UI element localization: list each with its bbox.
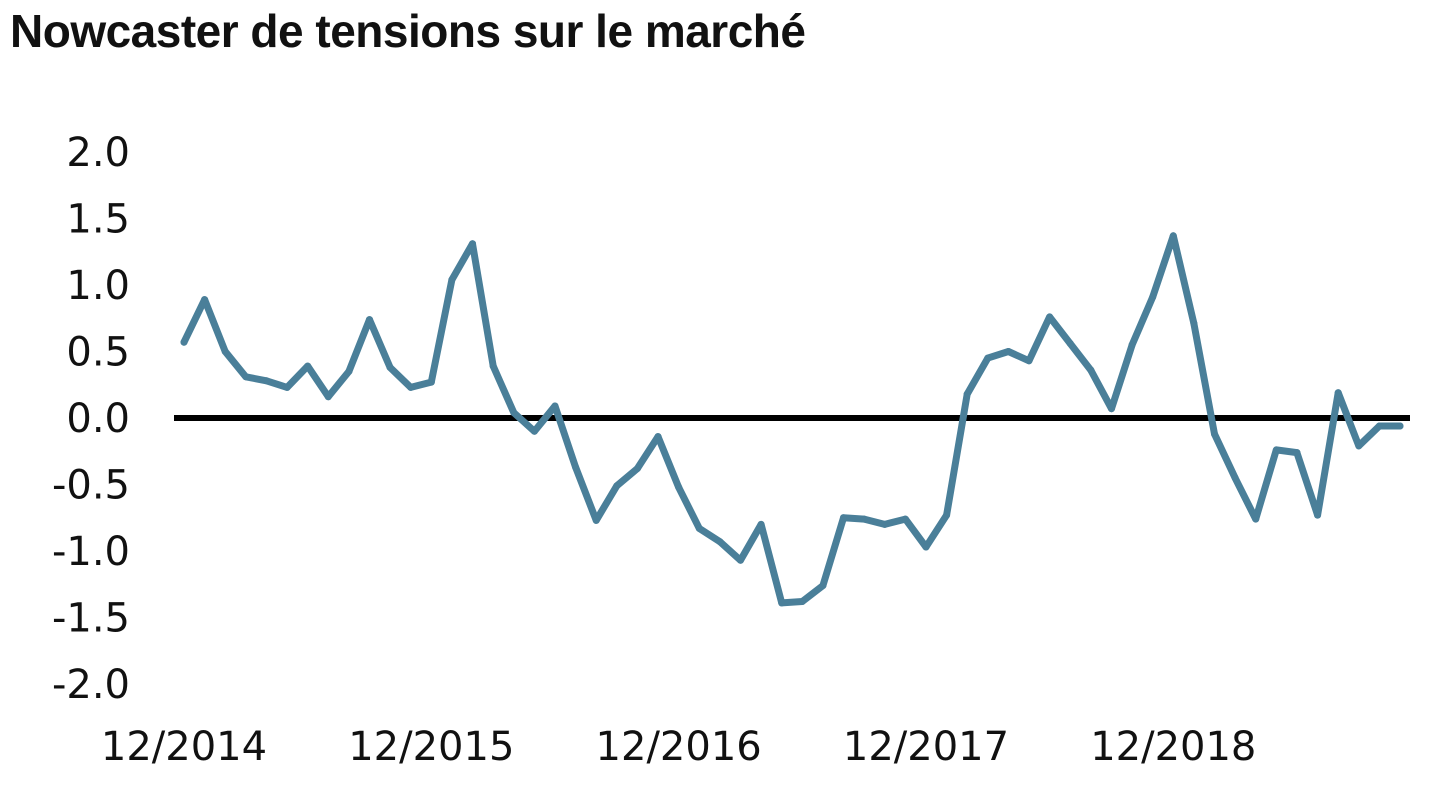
data-point — [262, 377, 270, 385]
y-tick-label: -1.0 — [52, 529, 130, 575]
data-point — [242, 373, 250, 381]
data-point — [530, 427, 538, 435]
data-point — [201, 296, 209, 304]
data-point — [736, 556, 744, 564]
data-point — [675, 483, 683, 491]
data-point — [1128, 341, 1136, 349]
x-tick-label: 12/2014 — [101, 724, 267, 770]
data-point — [1231, 474, 1239, 482]
y-tick-label: -0.5 — [52, 463, 130, 509]
data-point — [1169, 232, 1177, 240]
data-point — [1396, 422, 1404, 430]
data-point — [757, 520, 765, 528]
y-tick-label: 0.0 — [66, 396, 130, 442]
y-tick-label: 2.0 — [66, 130, 130, 176]
x-axis-ticks: 12/2014 12/2015 12/2016 12/2017 12/2018 — [101, 724, 1256, 770]
data-point — [1149, 293, 1157, 301]
data-point — [1293, 449, 1301, 457]
data-point — [881, 520, 889, 528]
data-point — [1211, 430, 1219, 438]
data-point — [1107, 405, 1115, 413]
data-point — [1004, 348, 1012, 355]
data-point — [984, 354, 992, 362]
data-point — [221, 348, 229, 355]
data-point — [448, 276, 456, 284]
data-point — [1272, 446, 1280, 454]
data-point — [283, 383, 291, 391]
x-tick-label: 12/2016 — [596, 724, 762, 770]
data-point — [654, 433, 662, 441]
data-point — [180, 338, 188, 346]
data-point — [860, 515, 868, 523]
data-point — [489, 362, 497, 370]
data-point — [1046, 313, 1054, 321]
x-tick-label: 12/2018 — [1090, 724, 1256, 770]
data-point — [572, 463, 580, 471]
data-point — [345, 367, 353, 375]
y-tick-label: 1.0 — [66, 263, 130, 309]
data-point — [1252, 515, 1260, 523]
data-point — [1334, 389, 1342, 397]
y-tick-label: -2.0 — [52, 662, 130, 708]
data-point — [510, 409, 518, 417]
data-point — [819, 582, 827, 590]
data-point — [1355, 442, 1363, 450]
data-point — [386, 363, 394, 371]
data-point — [1066, 340, 1074, 348]
data-point — [365, 316, 373, 324]
data-point — [407, 383, 415, 391]
data-point — [304, 362, 312, 370]
data-point — [778, 599, 786, 607]
y-tick-label: -1.5 — [52, 596, 130, 642]
data-point — [1314, 511, 1322, 519]
chart-title: Nowcaster de tensions sur le marché — [10, 5, 806, 57]
data-point — [840, 514, 848, 522]
y-tick-label: 1.5 — [66, 197, 130, 243]
data-point — [1375, 422, 1383, 430]
data-point — [633, 465, 641, 473]
data-point — [324, 393, 332, 401]
data-point — [1190, 320, 1198, 328]
x-tick-label: 12/2015 — [348, 724, 514, 770]
data-point — [963, 390, 971, 398]
data-point — [943, 511, 951, 519]
data-point — [716, 538, 724, 546]
data-point — [798, 598, 806, 606]
data-point — [922, 543, 930, 551]
data-point — [695, 524, 703, 532]
data-point — [551, 402, 559, 410]
data-point — [469, 240, 477, 248]
series-line — [180, 232, 1404, 607]
data-point — [901, 515, 909, 523]
x-tick-label: 12/2017 — [843, 724, 1009, 770]
data-point — [613, 482, 621, 490]
data-point — [592, 516, 600, 524]
data-point — [427, 378, 435, 386]
y-axis-ticks: 2.0 1.5 1.0 0.5 0.0 -0.5 -1.0 -1.5 -2.0 — [52, 130, 130, 708]
data-point — [1087, 366, 1095, 374]
y-tick-label: 0.5 — [66, 330, 130, 376]
data-point — [1025, 357, 1033, 365]
